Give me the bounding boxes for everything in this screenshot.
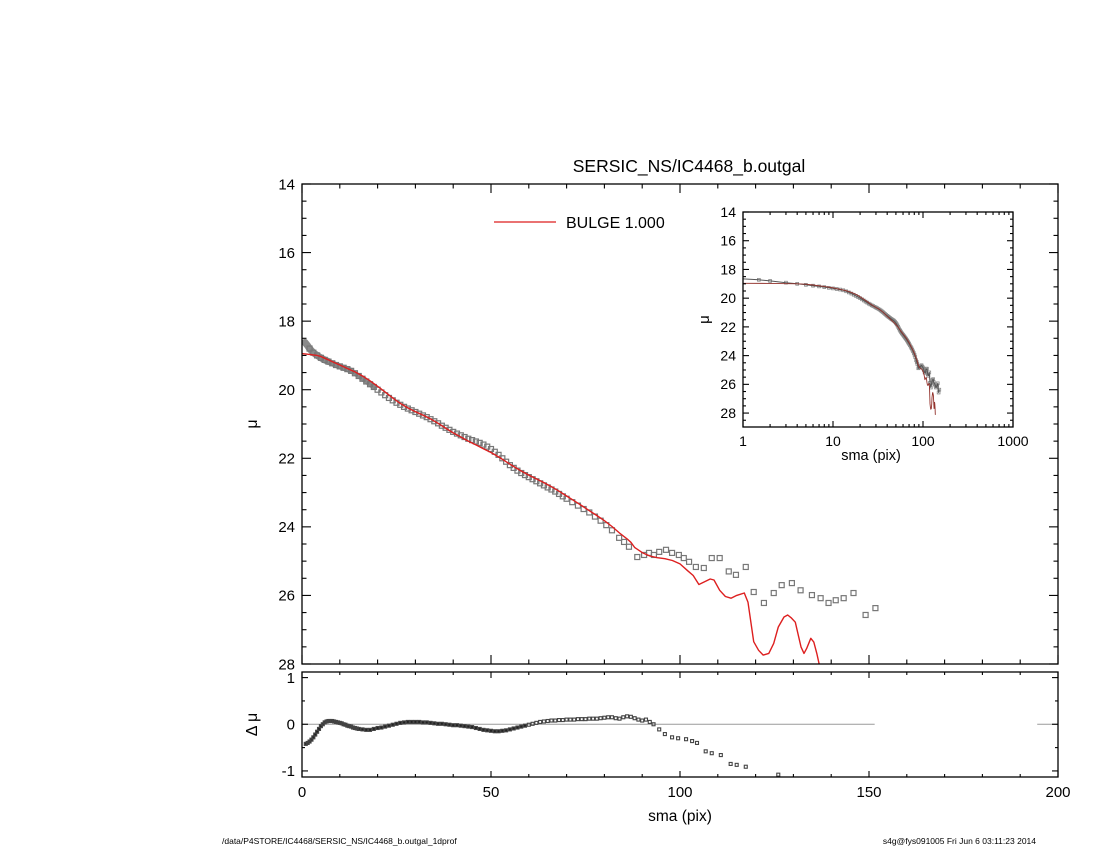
svg-text:26: 26	[720, 376, 736, 392]
footer-file-path: /data/P4STORE/IC4468/SERSIC_NS/IC4468_b.…	[222, 836, 457, 846]
residual-data-points	[303, 714, 781, 777]
main-yaxis-title: μ	[244, 419, 261, 428]
data-band-outer	[344, 366, 377, 390]
svg-text:28: 28	[720, 405, 736, 421]
inset-tick-labels: 14 16 18 20 22 24 26 281 10 100 1000	[720, 204, 1028, 449]
svg-text:150: 150	[856, 784, 881, 801]
residual-xaxis-title: sma (pix)	[648, 808, 712, 825]
inset-panel: 14 16 18 20 22 24 26 281 10 100 1000 sma (pix) μ	[696, 204, 1029, 464]
svg-text:100: 100	[667, 784, 692, 801]
svg-text:50: 50	[483, 784, 500, 801]
main-tick-labels: 14 16 18 20 22 24 26 28	[278, 176, 295, 673]
svg-text:14: 14	[278, 176, 295, 193]
inset-data-points	[757, 277, 942, 395]
svg-text:20: 20	[278, 382, 295, 399]
svg-text:-1: -1	[282, 763, 295, 780]
main-frame	[301, 183, 1059, 665]
svg-text:18: 18	[278, 313, 295, 330]
inset-yaxis-title: μ	[696, 315, 713, 324]
svg-text:0: 0	[298, 784, 306, 801]
svg-text:1000: 1000	[997, 433, 1028, 449]
main-panel: 14 16 18 20 22 24 26 28 μ	[244, 176, 1059, 673]
svg-text:18: 18	[720, 261, 736, 277]
svg-text:26: 26	[278, 588, 295, 605]
svg-text:1: 1	[287, 670, 295, 687]
inset-ticks	[742, 211, 1014, 427]
footer-user-timestamp: s4g@fys091005 Fri Jun 6 03:11:23 2014	[883, 836, 1036, 846]
svg-text:10: 10	[825, 433, 841, 449]
residual-plot-area	[302, 714, 1058, 777]
profile-data-points	[306, 345, 879, 619]
inset-frame	[742, 211, 1014, 428]
inset-xaxis-title: sma (pix)	[841, 448, 901, 464]
inset-model-line	[743, 282, 936, 415]
svg-text:14: 14	[720, 204, 736, 220]
inset-data-line	[743, 278, 940, 393]
svg-text:16: 16	[720, 233, 736, 249]
svg-text:24: 24	[720, 348, 736, 364]
svg-text:22: 22	[720, 319, 736, 335]
svg-text:16: 16	[278, 245, 295, 262]
svg-text:24: 24	[278, 519, 295, 536]
svg-text:0: 0	[287, 717, 295, 734]
svg-text:200: 200	[1045, 784, 1070, 801]
residual-yaxis-title: Δ μ	[244, 713, 261, 736]
svg-text:100: 100	[911, 433, 935, 449]
svg-text:1: 1	[739, 433, 747, 449]
inset-plot-area	[743, 277, 942, 415]
svg-text:22: 22	[278, 451, 295, 468]
residual-ticks	[301, 672, 1059, 777]
svg-text:20: 20	[720, 290, 736, 306]
svg-text:28: 28	[278, 656, 295, 673]
main-ticks	[301, 183, 1059, 665]
bulge-model-line	[302, 353, 820, 664]
legend-label: BULGE 1.000	[566, 215, 665, 232]
figure-title: SERSIC_NS/IC4468_b.outgal	[573, 156, 806, 177]
main-plot-area	[302, 338, 879, 664]
